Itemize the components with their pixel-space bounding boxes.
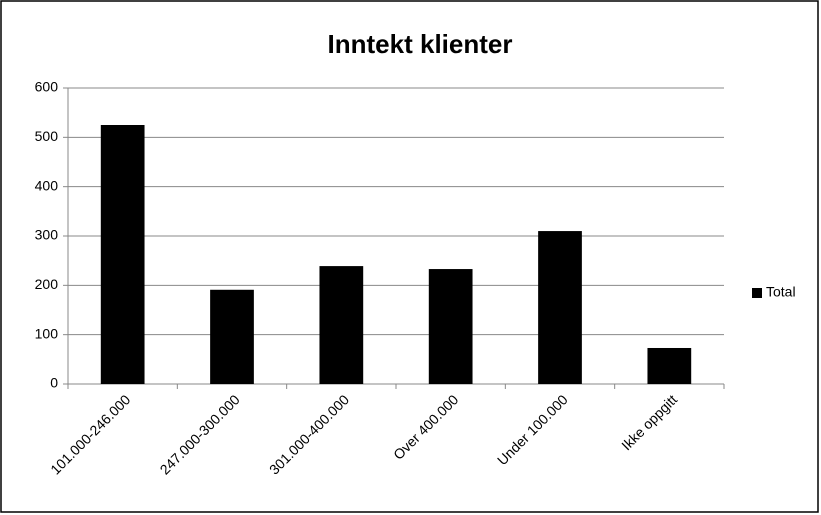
bar [210,289,254,384]
y-tick-label: 400 [35,177,59,193]
bar [647,347,692,384]
y-tick-label: 500 [35,128,59,144]
chart-title: Inntekt klienter [328,29,513,59]
y-tick-label: 600 [35,79,59,95]
legend-label: Total [766,284,796,300]
bar [538,231,582,384]
bar [428,269,473,384]
y-tick-label: 300 [35,227,59,243]
y-tick-label: 100 [35,325,59,341]
y-tick-label: 0 [50,375,58,391]
legend-swatch [752,288,762,298]
y-tick-label: 200 [35,276,59,292]
bar [319,266,364,384]
bar [100,125,145,384]
